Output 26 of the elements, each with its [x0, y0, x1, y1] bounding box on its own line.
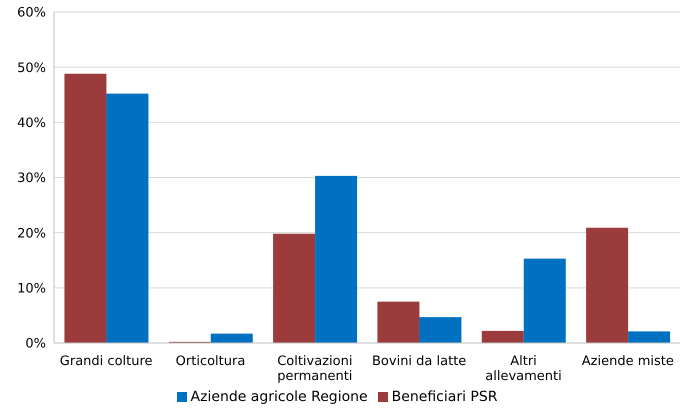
x-tick-label: Bovini da latte [372, 354, 466, 369]
bar [586, 228, 628, 343]
y-tick-label: 30% [17, 171, 46, 186]
y-tick-label: 50% [17, 60, 46, 76]
bar [524, 258, 566, 343]
x-tick-label: Grandi colture [60, 354, 153, 369]
bar [419, 317, 462, 343]
x-tick-label: Orticoltura [176, 354, 246, 369]
bar [628, 331, 670, 343]
bar [106, 94, 148, 343]
bar [210, 334, 253, 343]
legend-label: Aziende agricole Regione [190, 389, 368, 405]
bar [64, 74, 106, 343]
y-tick-label: 60% [17, 6, 46, 21]
y-tick-label: 40% [17, 116, 46, 131]
legend-label: Beneficiari PSR [392, 389, 498, 405]
bar [315, 176, 358, 343]
y-tick-label: 0% [25, 336, 46, 352]
x-tick-label: Altri allevamenti [485, 354, 562, 384]
y-tick-label: 20% [17, 226, 46, 242]
x-tick-label: Aziende miste [582, 354, 674, 369]
x-tick-label: Coltivazioni permanenti [277, 354, 352, 384]
y-tick-label: 10% [17, 281, 46, 296]
bar [377, 302, 420, 343]
bar [482, 330, 524, 343]
bar [273, 234, 316, 343]
